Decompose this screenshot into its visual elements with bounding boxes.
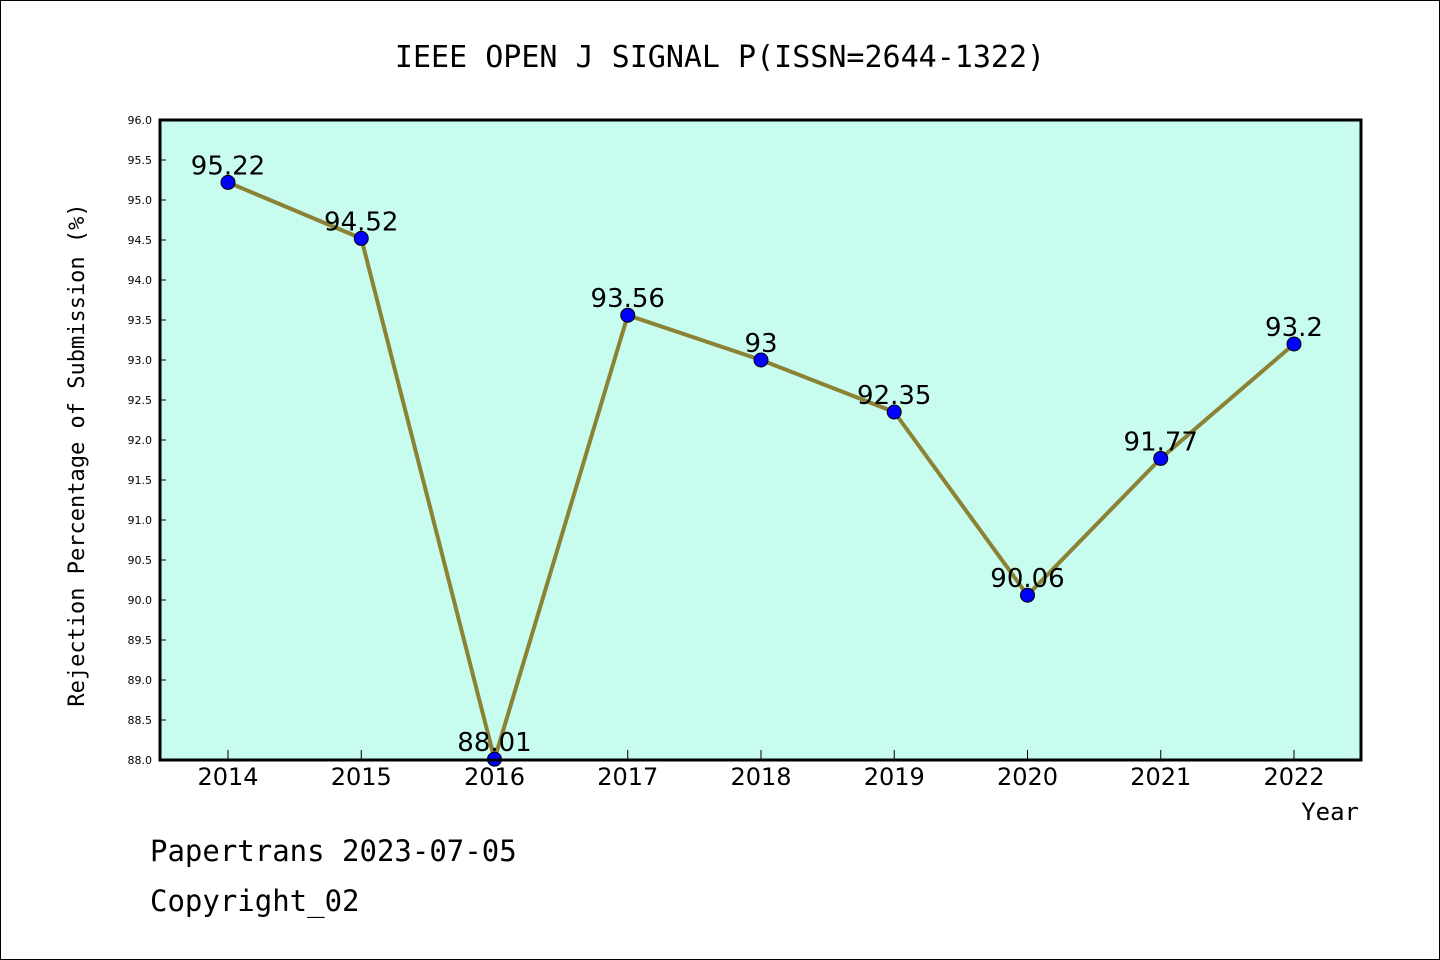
data-label: 91.77	[1124, 427, 1198, 457]
x-axis: 2014 2015 2016 2017 2018 2019 2020 2021 2022	[197, 750, 1325, 791]
x-tick-label: 2020	[997, 763, 1058, 791]
data-label: 93.56	[591, 284, 665, 314]
y-tick-label: 94.5	[128, 234, 153, 247]
y-tick-label: 89.5	[128, 634, 153, 647]
y-tick-label: 94.0	[128, 274, 153, 287]
data-point	[1286, 336, 1302, 352]
y-tick-label: 96.0	[128, 114, 153, 127]
x-tick-label: 2015	[331, 763, 392, 791]
x-tick-label: 2017	[597, 763, 658, 791]
data-point	[1020, 587, 1035, 603]
y-tick-label: 95.0	[128, 194, 153, 207]
y-tick-label: 88.0	[128, 754, 153, 767]
x-tick-label: 2016	[464, 763, 525, 791]
y-tick-label: 91.5	[128, 474, 153, 487]
plot-area	[160, 120, 1361, 760]
y-tick-label: 89.0	[128, 674, 153, 687]
y-tick-label: 93.5	[128, 314, 153, 327]
data-point	[886, 404, 902, 420]
x-tick-label: 2021	[1130, 763, 1191, 791]
data-label: 95.22	[191, 151, 265, 181]
plot-border	[158, 118, 1363, 762]
data-point	[220, 174, 236, 190]
data-point	[620, 307, 636, 323]
y-axis-label: Rejection Percentage of Submission (%)	[65, 203, 90, 706]
y-tick-label: 91.0	[128, 514, 153, 527]
data-label: 94.52	[324, 207, 398, 237]
data-points	[220, 174, 1302, 767]
y-tick-label: 90.5	[128, 554, 153, 567]
data-label: 88.01	[457, 728, 531, 758]
y-tick-label: 92.0	[128, 434, 153, 447]
footer-date: Papertrans 2023-07-05	[150, 834, 517, 868]
x-axis-label: Year	[1301, 798, 1359, 826]
y-tick-label: 93.0	[128, 354, 153, 367]
x-tick-label: 2019	[864, 763, 925, 791]
chart-title: IEEE OPEN J SIGNAL P(ISSN=2644-1322)	[395, 40, 1045, 75]
data-labels: 95.22 94.52 88.01 93.56 93 92.35 90.06 91.77 93.…	[191, 151, 1323, 758]
y-tick-label: 90.0	[128, 594, 153, 607]
data-point	[353, 230, 369, 246]
data-point	[753, 352, 769, 368]
y-tick-label: 95.5	[128, 154, 153, 167]
data-point	[1153, 450, 1169, 466]
x-tick-label: 2014	[197, 763, 258, 791]
x-tick-label: 2018	[730, 763, 791, 791]
data-label: 92.35	[857, 381, 931, 411]
data-label: 93.2	[1265, 313, 1323, 343]
y-axis: 88.0 88.5 89.0 89.5 90.0 90.5 91.0 91.5 92.0 92.5…	[128, 114, 166, 767]
footer-copyright: Copyright_02	[150, 884, 360, 918]
data-label: 90.06	[990, 564, 1064, 594]
x-tick-label: 2022	[1263, 763, 1324, 791]
y-tick-label: 92.5	[128, 394, 153, 407]
data-label: 93	[744, 329, 777, 359]
y-tick-label: 88.5	[128, 714, 153, 727]
